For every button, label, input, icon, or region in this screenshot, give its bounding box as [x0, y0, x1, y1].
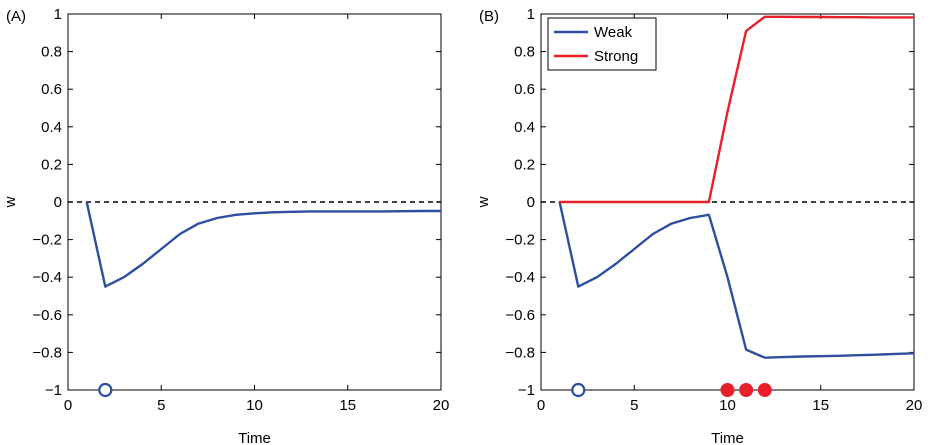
x-tick-label: 5	[157, 397, 165, 414]
panel-label: (A)	[6, 8, 26, 25]
y-tick-label: 0	[527, 194, 535, 211]
y-tick-label: 0.2	[514, 156, 535, 173]
y-tick-label: 1	[527, 6, 535, 23]
y-axis-label: w	[475, 196, 492, 208]
legend: Weak Strong	[547, 17, 657, 71]
x-tick-label: 20	[433, 397, 450, 414]
y-tick-label: −0.4	[32, 269, 62, 286]
y-tick-label: 0.6	[41, 81, 62, 98]
legend-label-weak: Weak	[594, 24, 633, 41]
series-line-weak	[558, 201, 915, 359]
panel-label: (B)	[479, 8, 499, 25]
x-tick-label: 10	[719, 397, 736, 414]
legend-box	[547, 17, 657, 71]
x-axis-label: Time	[711, 430, 744, 445]
open-circle-marker	[98, 382, 113, 398]
filled-circle-marker	[720, 383, 735, 397]
y-tick-label: −0.6	[32, 307, 62, 324]
y-tick-label: −0.2	[505, 232, 535, 249]
y-tick-label: 0.8	[41, 44, 62, 61]
panel-b: 0 5 10 15 20 −1 −0.8 −0.6 −0.4 −0.2 0 0.2 0.4 0.6 0.8 1…	[475, 6, 922, 445]
filled-circle-marker	[739, 383, 754, 397]
x-tick-label: 0	[537, 397, 545, 414]
y-tick-label: −0.8	[505, 344, 535, 361]
y-axis-label: w	[2, 196, 19, 208]
y-tick-label: 0	[54, 194, 62, 211]
x-tick-label: 0	[64, 397, 72, 414]
x-tick-label: 5	[630, 397, 638, 414]
y-tick-label: −0.6	[505, 307, 535, 324]
x-tick-label: 15	[339, 397, 356, 414]
legend-label-strong: Strong	[594, 48, 638, 65]
y-tick-label: 0.2	[41, 156, 62, 173]
y-tick-label: 0.4	[514, 119, 535, 136]
y-tick-label: −0.4	[505, 269, 535, 286]
open-circle-marker	[571, 382, 586, 398]
y-tick-label: −1	[518, 382, 535, 399]
x-tick-label: 10	[246, 397, 263, 414]
series-line-strong	[559, 15, 914, 204]
y-tick-label: −0.2	[32, 232, 62, 249]
y-tick-label: −1	[45, 382, 62, 399]
y-tick-label: −0.8	[32, 344, 62, 361]
series-line	[85, 201, 441, 288]
filled-circle-marker	[757, 383, 772, 397]
x-tick-label: 15	[812, 397, 829, 414]
x-axis-label: Time	[238, 430, 271, 445]
x-tick-label: 20	[906, 397, 923, 414]
panel-a: 0 5 10 15 20 −1 −0.8 −0.6 −0.4 −0.2 0 0.2 0.4 0.6 0.8 1…	[2, 6, 449, 445]
y-tick-label: 1	[54, 6, 62, 23]
y-tick-label: 0.6	[514, 81, 535, 98]
y-tick-label: 0.8	[514, 44, 535, 61]
y-tick-label: 0.4	[41, 119, 62, 136]
